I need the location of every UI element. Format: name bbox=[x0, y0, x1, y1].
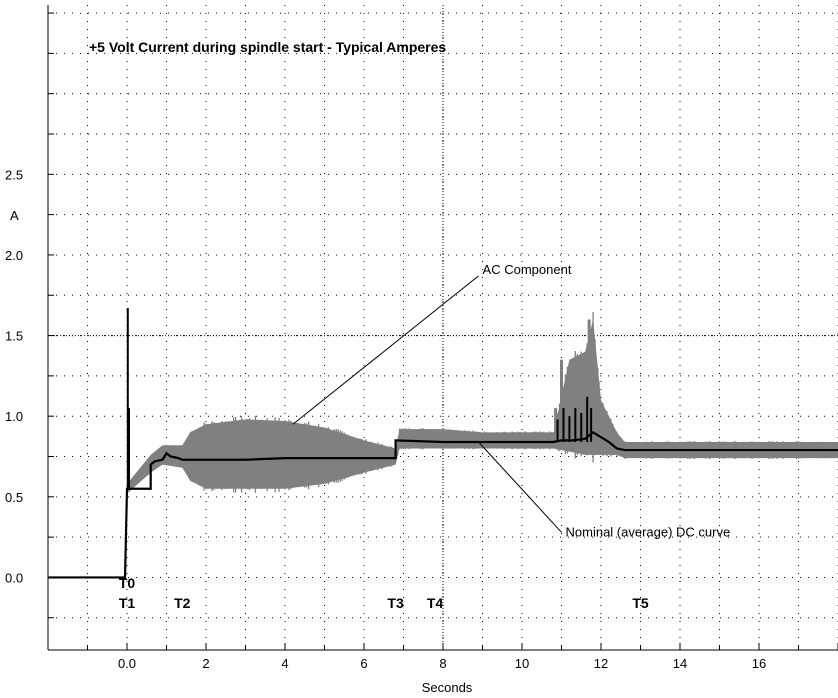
event-marker-t3: T3 bbox=[387, 595, 404, 611]
x-tick-label: 16 bbox=[752, 656, 766, 671]
x-tick-label: 10 bbox=[515, 656, 529, 671]
y-tick-label: 2.0 bbox=[5, 248, 23, 263]
event-markers: T0 T1 T2 T3 T4 T5 bbox=[119, 575, 649, 611]
x-tick-label: 12 bbox=[594, 656, 608, 671]
axes bbox=[47, 5, 838, 651]
x-axis-title: Seconds bbox=[422, 680, 473, 695]
x-tick-label: 4 bbox=[281, 656, 288, 671]
x-tick-label: 8 bbox=[439, 656, 446, 671]
annotations: AC Component Nominal (average) DC curve bbox=[292, 262, 731, 539]
grid-lines bbox=[47, 5, 838, 650]
x-tick-label: 6 bbox=[360, 656, 367, 671]
tick-labels: 0.0 2 4 6 8 10 12 14 16 0.0 0.5 1.0 1.5 2.0 2.5 bbox=[5, 167, 766, 671]
chart-title: +5 Volt Current during spindle start - T… bbox=[89, 39, 446, 55]
annotation-leader bbox=[292, 275, 479, 425]
dc-curve-line bbox=[48, 430, 838, 579]
y-axis-title: A bbox=[10, 208, 19, 223]
event-marker-t4: T4 bbox=[427, 595, 444, 611]
x-tick-label: 0.0 bbox=[118, 656, 136, 671]
annotation-label: AC Component bbox=[483, 262, 572, 277]
y-tick-label: 0.5 bbox=[5, 490, 23, 505]
y-tick-label: 1.0 bbox=[5, 409, 23, 424]
dc-curve bbox=[48, 308, 838, 579]
ac-component-band bbox=[127, 311, 838, 494]
y-tick-label: 0.0 bbox=[5, 570, 23, 585]
annotation-leader bbox=[478, 441, 562, 533]
annotation-label: Nominal (average) DC curve bbox=[566, 524, 731, 539]
y-tick-label: 2.5 bbox=[5, 167, 23, 182]
event-marker-t2: T2 bbox=[174, 595, 191, 611]
x-tick-label: 2 bbox=[202, 656, 209, 671]
event-marker-t0: T0 bbox=[119, 575, 136, 591]
x-tick-label: 14 bbox=[673, 656, 687, 671]
event-marker-t1: T1 bbox=[119, 595, 136, 611]
y-tick-label: 1.5 bbox=[5, 329, 23, 344]
event-marker-t5: T5 bbox=[632, 595, 649, 611]
